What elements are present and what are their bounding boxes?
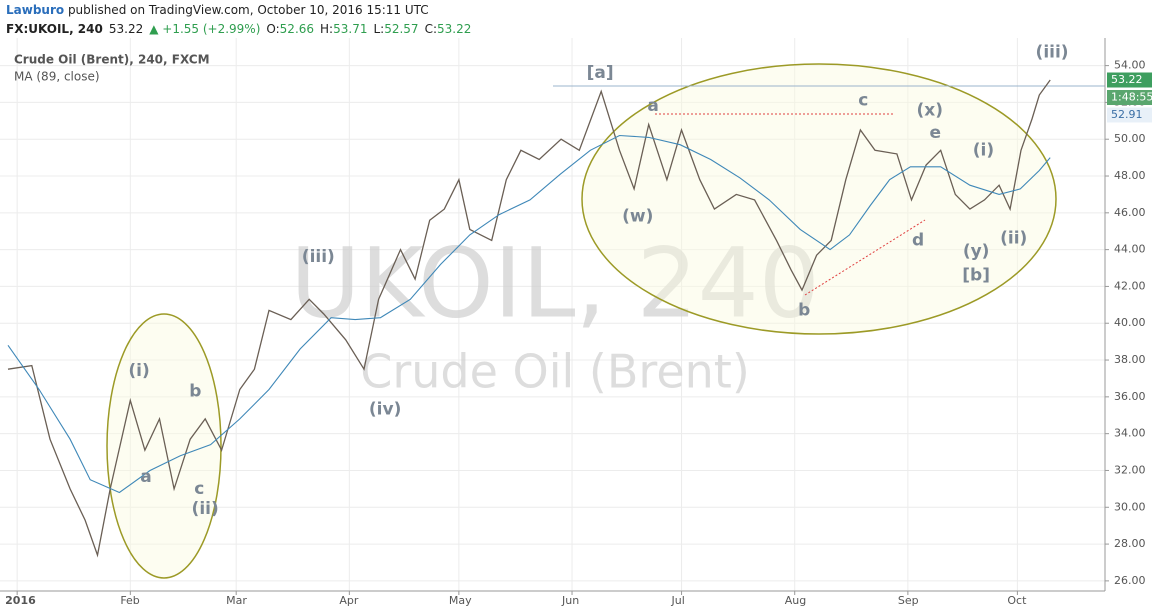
price-label: 1:48:55	[1111, 91, 1152, 104]
trend-line	[804, 219, 926, 296]
y-tick-label: 48.00	[1114, 169, 1146, 182]
author[interactable]: Lawburo	[6, 3, 64, 17]
price-axis-bg	[1105, 38, 1152, 615]
ohlc-value: 52.57	[384, 22, 418, 36]
wave-label: d	[912, 230, 924, 250]
wave-label: a	[647, 96, 658, 116]
y-tick-label: 36.00	[1114, 390, 1146, 403]
x-tick-label: Sep	[898, 594, 919, 607]
x-tick-label: Aug	[785, 594, 806, 607]
legend-entry: MA (89, close)	[14, 70, 100, 84]
ohlc-value: 53.71	[333, 22, 367, 36]
wave-label: a	[140, 467, 151, 487]
wave-ellipse	[106, 313, 222, 579]
wave-label: (iii)	[1036, 43, 1069, 63]
wave-label: (ii)	[192, 499, 219, 519]
y-tick-label: 44.00	[1114, 243, 1146, 256]
wave-label: (ii)	[1000, 229, 1027, 249]
price-line	[7, 79, 1051, 558]
publish-line: Lawburo published on TradingView.com, Oc…	[6, 3, 429, 17]
price-label-box	[1107, 72, 1152, 88]
watermark-symbol: UKOIL, 240	[290, 227, 820, 339]
x-tick-label: Jun	[561, 594, 579, 607]
y-tick-label: 38.00	[1114, 353, 1146, 366]
y-tick-label: 40.00	[1114, 316, 1146, 329]
wave-label: b	[798, 300, 810, 320]
price-label: 53.22	[1111, 73, 1143, 86]
wave-label: (w)	[622, 207, 653, 227]
ohlc-label: C:	[425, 22, 437, 36]
y-tick-label: 30.00	[1114, 500, 1146, 513]
x-tick-label: Apr	[339, 594, 359, 607]
y-tick-label: 34.00	[1114, 427, 1146, 440]
symbol: FX:UKOIL, 240	[6, 22, 103, 36]
price-label-box	[1107, 90, 1152, 105]
price-label: 52.91	[1111, 108, 1143, 121]
wave-label: b	[189, 381, 201, 401]
ohlc-label: L:	[373, 22, 384, 36]
change: ▲ +1.55 (+2.99%)	[149, 22, 260, 36]
last-price: 53.22	[109, 22, 143, 36]
y-tick-label: 46.00	[1114, 206, 1146, 219]
ohlc-value: 53.22	[437, 22, 471, 36]
x-tick-label: 2016	[5, 594, 36, 607]
wave-label: (i)	[128, 361, 149, 381]
x-tick-label: Oct	[1007, 594, 1027, 607]
wave-label: (x)	[917, 101, 944, 121]
y-tick-label: 26.00	[1114, 574, 1146, 587]
wave-label: (iii)	[302, 247, 335, 267]
y-tick-label: 50.00	[1114, 132, 1146, 145]
wave-label: (iv)	[369, 400, 401, 420]
ma-line	[7, 134, 1051, 494]
x-tick-label: Mar	[226, 594, 247, 607]
watermark-name: Crude Oil (Brent)	[360, 345, 750, 399]
wave-label: [b]	[962, 265, 990, 285]
x-tick-label: Jul	[671, 594, 685, 607]
y-tick-label: 28.00	[1114, 537, 1146, 550]
wave-label: c	[194, 479, 204, 499]
plot-area: (i)abc(ii)(iii)(iv)[a]a(w)bc(x)ed(i)(y)[…	[7, 43, 1069, 558]
ohlc-label: H:	[320, 22, 333, 36]
y-tick-label: 32.00	[1114, 463, 1146, 476]
wave-label: e	[929, 123, 941, 143]
publish-info: published on TradingView.com, October 10…	[64, 3, 429, 17]
ohlc-label: O:	[266, 22, 279, 36]
y-tick-label: 54.00	[1114, 59, 1146, 72]
ohlc-value: 52.66	[280, 22, 314, 36]
wave-label: (i)	[973, 140, 994, 160]
quote-line: FX:UKOIL, 240 53.22 ▲ +1.55 (+2.99%) O:52.6…	[6, 22, 471, 36]
wave-label: c	[858, 91, 868, 111]
wave-label: (y)	[963, 241, 990, 261]
wave-ellipse	[581, 63, 1057, 335]
x-tick-label: Feb	[120, 594, 139, 607]
axes: 26.00 28.00 30.00 32.00 34.00 36.00 38.00 40.00…	[5, 59, 1152, 607]
x-tick-label: May	[449, 594, 472, 607]
y-tick-label: 42.00	[1114, 279, 1146, 292]
wave-label: [a]	[587, 63, 614, 83]
legend-entry: Crude Oil (Brent), 240, FXCM	[14, 53, 210, 67]
price-label-box	[1107, 107, 1152, 123]
